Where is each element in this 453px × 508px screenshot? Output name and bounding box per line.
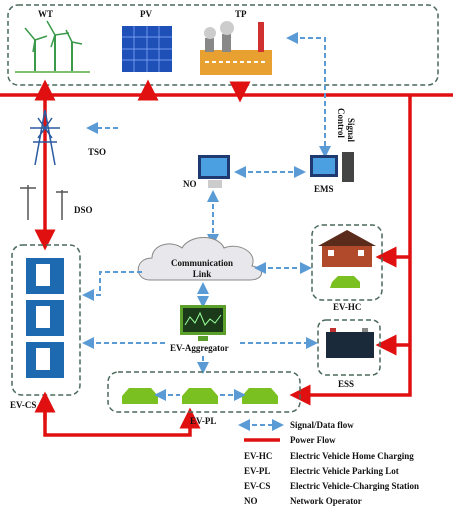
battery-icon: [326, 328, 374, 358]
ems-label: EMS: [314, 184, 334, 194]
legend-label: Power Flow: [290, 435, 336, 445]
legend-abbr: EV-CS: [244, 481, 270, 491]
dso-label: DSO: [74, 205, 93, 215]
pv-label: PV: [140, 9, 152, 19]
thermal-plant: [200, 21, 272, 75]
control-signal-label: Signal: [346, 118, 356, 143]
ess-label: ESS: [338, 379, 354, 389]
legend-meaning: Electric Vehicle Parking Lot: [290, 466, 399, 476]
ev-aggregator-label: EV-Aggregator: [170, 343, 229, 353]
tso-label: TSO: [88, 147, 106, 157]
signal-flow: [88, 272, 142, 295]
legend-abbr: EV-HC: [244, 451, 272, 461]
control-signal-label: Control: [336, 108, 346, 138]
ev-hc-label: EV-HC: [333, 302, 361, 312]
legend-abbr: NO: [244, 496, 258, 506]
pv-panel: [122, 26, 172, 72]
communication-link-label: Communication: [171, 258, 233, 268]
ev-pl-label: EV-PL: [190, 416, 216, 426]
no-computer: [198, 155, 230, 188]
house-icon: [318, 230, 376, 288]
diagram: WT PV TP TSO DSO EV-CS Control Signal NO…: [0, 0, 453, 508]
legend-label: Signal/Data flow: [290, 420, 354, 430]
wind-turbines: [15, 21, 90, 72]
legend-meaning: Network Operator: [290, 496, 362, 506]
parking-cars: [122, 388, 278, 404]
power-line: [45, 395, 190, 435]
aggregator-monitor: [180, 305, 226, 341]
legend-meaning: Electric Vehicle-Charging Station: [290, 481, 419, 491]
legend-abbr: EV-PL: [244, 466, 270, 476]
legend-meaning: Electric Vehicle Home Charging: [290, 451, 414, 461]
ev-cs-label: EV-CS: [10, 400, 36, 410]
no-label: NO: [183, 179, 197, 189]
ems-computer: [310, 152, 354, 182]
wt-label: WT: [38, 9, 53, 19]
communication-link-label: Link: [193, 269, 212, 279]
tp-label: TP: [235, 9, 247, 19]
